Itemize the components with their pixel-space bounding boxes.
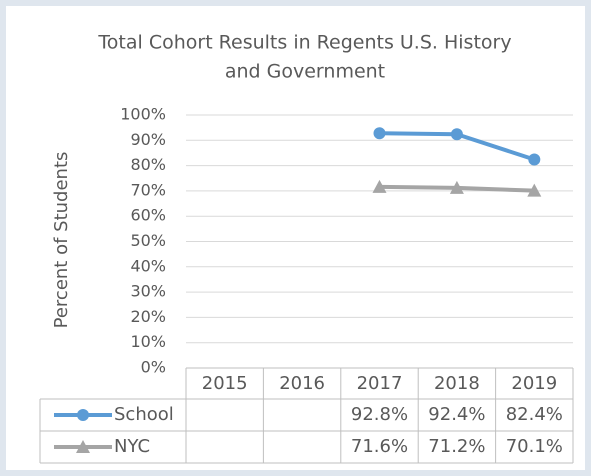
y-tick-label: 10% bbox=[130, 332, 166, 351]
y-axis-label: Percent of Students bbox=[51, 152, 72, 329]
chart-area bbox=[6, 6, 585, 470]
y-tick-label: 70% bbox=[130, 180, 166, 199]
marker bbox=[372, 179, 387, 193]
x-tick-label: 2019 bbox=[511, 373, 557, 394]
marker bbox=[449, 180, 464, 194]
y-tick-label: 50% bbox=[130, 231, 166, 250]
marker bbox=[373, 127, 386, 140]
y-tick-label: 40% bbox=[130, 256, 166, 275]
table-value: 71.6% bbox=[351, 436, 408, 457]
chart-title: Total Cohort Results in Regents U.S. His… bbox=[97, 32, 511, 54]
y-tick-label: 20% bbox=[130, 307, 166, 326]
y-tick-label: 30% bbox=[130, 282, 166, 301]
marker bbox=[528, 153, 541, 166]
y-tick-label: 60% bbox=[130, 206, 166, 225]
table-value: 71.2% bbox=[428, 436, 485, 457]
legend-label: NYC bbox=[114, 436, 150, 457]
table-value: 70.1% bbox=[506, 436, 563, 457]
y-tick-label: 90% bbox=[130, 130, 166, 149]
chart-title: and Government bbox=[225, 61, 385, 83]
y-tick-label: 100% bbox=[120, 105, 166, 124]
x-tick-label: 2018 bbox=[434, 373, 480, 394]
legend-label: School bbox=[114, 404, 174, 425]
x-tick-label: 2015 bbox=[202, 373, 248, 394]
table-value: 92.8% bbox=[351, 404, 408, 425]
legend-marker bbox=[76, 440, 90, 453]
marker bbox=[450, 128, 463, 141]
x-tick-label: 2017 bbox=[357, 373, 403, 394]
y-tick-label: 80% bbox=[130, 155, 166, 174]
x-tick-label: 2016 bbox=[279, 373, 325, 394]
marker bbox=[527, 183, 542, 197]
table-value: 82.4% bbox=[506, 404, 563, 425]
table-value: 92.4% bbox=[428, 404, 485, 425]
y-tick-label: 0% bbox=[141, 358, 166, 377]
legend-marker bbox=[77, 409, 89, 421]
